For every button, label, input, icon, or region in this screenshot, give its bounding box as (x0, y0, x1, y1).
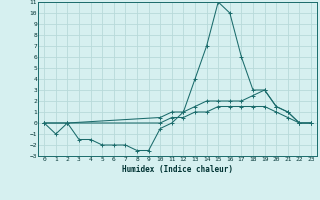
X-axis label: Humidex (Indice chaleur): Humidex (Indice chaleur) (122, 165, 233, 174)
